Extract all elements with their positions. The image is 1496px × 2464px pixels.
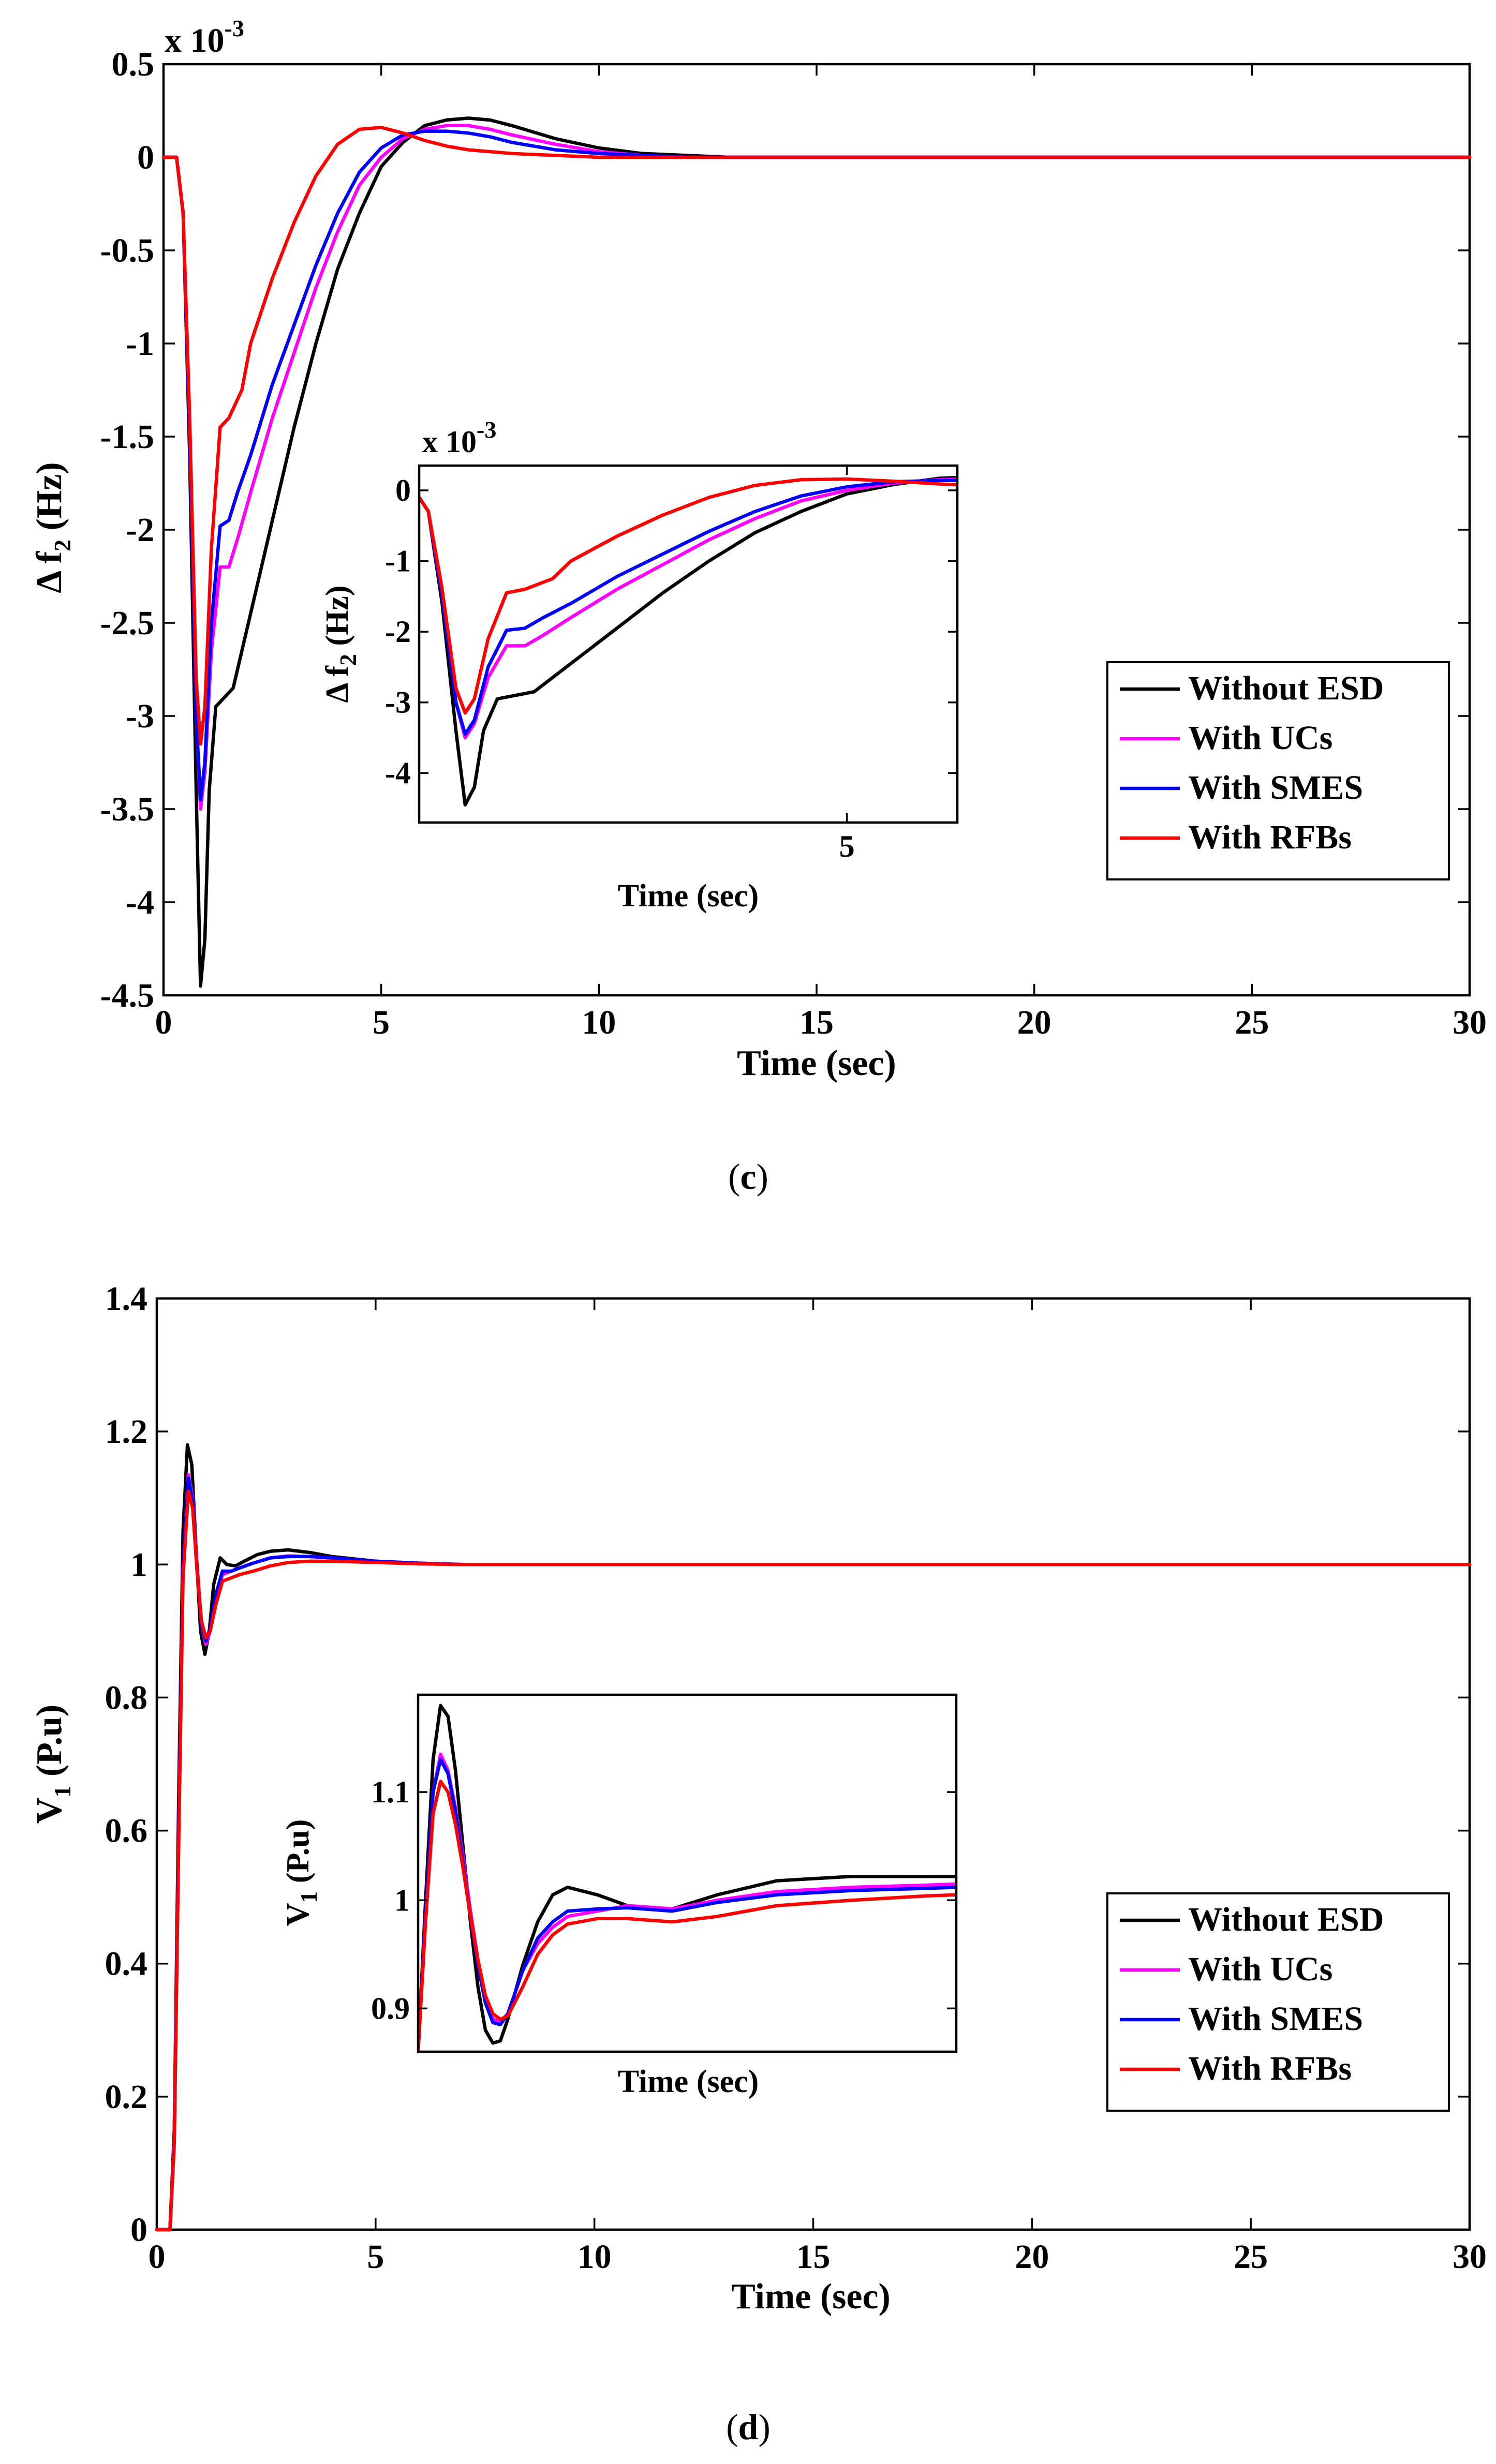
chart-c-ytick-label: -0.5 — [100, 232, 154, 270]
chart-d-series-with-rfbs — [155, 1489, 1472, 2232]
chart-c-inset-series-with-rfbs — [419, 477, 957, 715]
chart-d-inset: 0.9 1 1.1 V1 (P.u) Time (sec) — [280, 1693, 958, 2099]
chart-c-legend-entry: With RFBs — [1188, 818, 1352, 856]
chart-c-inset-exponent: x 10-3 — [422, 416, 496, 459]
chart-c-legend: Without ESD With UCs With SMES With RFBs — [1106, 661, 1450, 880]
chart-d-xtick-label: 25 — [1234, 2238, 1268, 2276]
chart-c-exponent: x 10-3 — [165, 15, 244, 59]
chart-c-xlabel: Time (sec) — [737, 1043, 896, 1083]
chart-d-ytick-label: 0.8 — [105, 1679, 148, 1716]
chart-c-xtick-label: 5 — [373, 1004, 390, 1041]
chart-d-ytick-label: 0.2 — [105, 2078, 148, 2116]
chart-c-xtick-label: 20 — [1017, 1004, 1051, 1041]
chart-d-inset-frame — [417, 1693, 958, 2053]
chart-d-inset-series — [418, 1704, 956, 2052]
chart-c-ytick-label: -4.5 — [100, 977, 154, 1014]
chart-c-ytick-label: -3.5 — [100, 790, 154, 828]
chart-c-ytick-label: 0 — [137, 139, 154, 176]
chart-c-series-with-rfbs — [161, 126, 1472, 746]
chart-d-ytick-label: 0 — [130, 2211, 147, 2249]
chart-c: 0 5 10 15 20 25 30 0.5 0 -0.5 -1 -1.5 -2 -2.5 -3 -3.5 -4… — [29, 15, 1487, 1197]
chart-d-ytick-label: 0.6 — [105, 1812, 148, 1850]
chart-d-inset-ytick-label: 1 — [394, 1883, 410, 1917]
chart-d-ylabel: V1 (P.u) — [29, 1705, 76, 1824]
chart-c-inset-xlabel: Time (sec) — [618, 878, 759, 914]
chart-d-legend: Without ESD With UCs With SMES With RFBs — [1106, 1892, 1450, 2112]
chart-c-legend-entry: With SMES — [1188, 769, 1363, 807]
chart-d-xtick-label: 0 — [149, 2238, 166, 2276]
chart-d-inset-series-with-rfbs — [418, 1780, 956, 2052]
chart-c-legend-box — [1106, 661, 1450, 880]
chart-c-inset-ylabel: Δ f2 (Hz) — [320, 585, 361, 703]
chart-c-xtick-label: 15 — [799, 1004, 834, 1041]
chart-d-series — [155, 1443, 1472, 2232]
chart-c-ylabel: Δ f2 (Hz) — [29, 462, 76, 593]
chart-d-legend-box — [1106, 1892, 1450, 2112]
chart-d-inset-xlabel: Time (sec) — [618, 2064, 759, 2099]
chart-c-inset-ytick-label: -2 — [385, 615, 411, 649]
chart-c-inset: 5 0 -1 -2 -3 -4 x 10-3 Δ f2 (Hz) Time (sec) — [320, 416, 959, 914]
chart-d-inset-ytick-label: 1.1 — [371, 1775, 410, 1809]
chart-c-inset-xtick-label: 5 — [839, 829, 855, 863]
chart-c-inset-ytick-label: -3 — [385, 685, 411, 720]
chart-d: 0 5 10 15 20 25 30 0 0.2 0.4 0.6 0.8 1 1.2 1.4 V1 (P.u… — [29, 1280, 1487, 2447]
chart-d-ytick-label: 1.4 — [105, 1280, 148, 1318]
chart-c-ytick-label: 0.5 — [112, 46, 155, 83]
chart-d-legend-entry: With SMES — [1188, 2000, 1363, 2038]
chart-d-xtick-label: 30 — [1453, 2238, 1487, 2276]
chart-c-xtick-label: 10 — [582, 1004, 616, 1041]
chart-c-ytick-label: -2.5 — [100, 604, 154, 642]
chart-c-xtick-label: 30 — [1453, 1004, 1487, 1041]
chart-c-ytick-label: -4 — [126, 884, 154, 921]
chart-c-inset-ytick-label: -1 — [385, 544, 411, 578]
chart-c-ytick-label: -2 — [126, 511, 154, 549]
chart-d-inset-background — [418, 1695, 956, 2052]
chart-d-legend-entry: With UCs — [1188, 1950, 1332, 1988]
chart-d-legend-entry: With RFBs — [1188, 2050, 1352, 2087]
chart-d-xtick-label: 5 — [367, 2238, 384, 2276]
chart-d-ticks: 0 5 10 15 20 25 30 0 0.2 0.4 0.6 0.8 1 1.2 1.4 — [105, 1280, 1487, 2276]
chart-c-inset-series-with-ucs — [419, 477, 957, 740]
chart-d-ytick-label: 1 — [130, 1546, 147, 1584]
chart-c-inset-frame — [418, 464, 959, 824]
chart-c-ticks: 0 5 10 15 20 25 30 0.5 0 -0.5 -1 -1.5 -2 -2.5 -3 -3.5 -4… — [100, 46, 1487, 1041]
chart-d-inset-ticks: 0.9 1 1.1 — [371, 1775, 956, 2025]
chart-c-inset-ytick-label: -4 — [385, 756, 411, 790]
chart-c-ytick-label: -3 — [126, 697, 154, 735]
chart-d-ytick-label: 0.4 — [105, 1945, 148, 1983]
chart-c-legend-entry: Without ESD — [1188, 669, 1384, 707]
chart-c-legend-entry: With UCs — [1188, 719, 1332, 757]
chart-c-ytick-label: -1.5 — [100, 418, 154, 456]
chart-d-ytick-label: 1.2 — [105, 1413, 148, 1451]
chart-c-inset-series — [419, 475, 957, 807]
chart-c-xtick-label: 25 — [1235, 1004, 1269, 1041]
chart-c-series — [161, 116, 1472, 988]
chart-c-inset-background — [419, 466, 957, 823]
chart-c-caption: (c) — [728, 1157, 768, 1197]
chart-d-inset-ylabel: V1 (P.u) — [280, 1819, 322, 1927]
chart-c-inset-series-with-smes — [419, 479, 957, 736]
chart-c-ytick-label: -1 — [126, 325, 154, 363]
chart-c-inset-series-without-esd — [419, 475, 957, 807]
chart-d-xtick-label: 15 — [796, 2238, 831, 2276]
chart-d-xtick-label: 20 — [1015, 2238, 1049, 2276]
chart-d-caption: (d) — [726, 2408, 771, 2447]
chart-c-inset-ticks: 5 0 -1 -2 -3 -4 — [385, 466, 957, 863]
chart-c-inset-ytick-label: 0 — [395, 473, 411, 507]
chart-c-xtick-label: 0 — [155, 1004, 172, 1041]
chart-d-xlabel: Time (sec) — [731, 2277, 891, 2317]
chart-d-xtick-label: 10 — [577, 2238, 612, 2276]
chart-d-legend-entry: Without ESD — [1188, 1901, 1384, 1938]
chart-d-inset-series-without-esd — [418, 1704, 956, 2052]
chart-d-inset-ytick-label: 0.9 — [371, 1991, 410, 2025]
